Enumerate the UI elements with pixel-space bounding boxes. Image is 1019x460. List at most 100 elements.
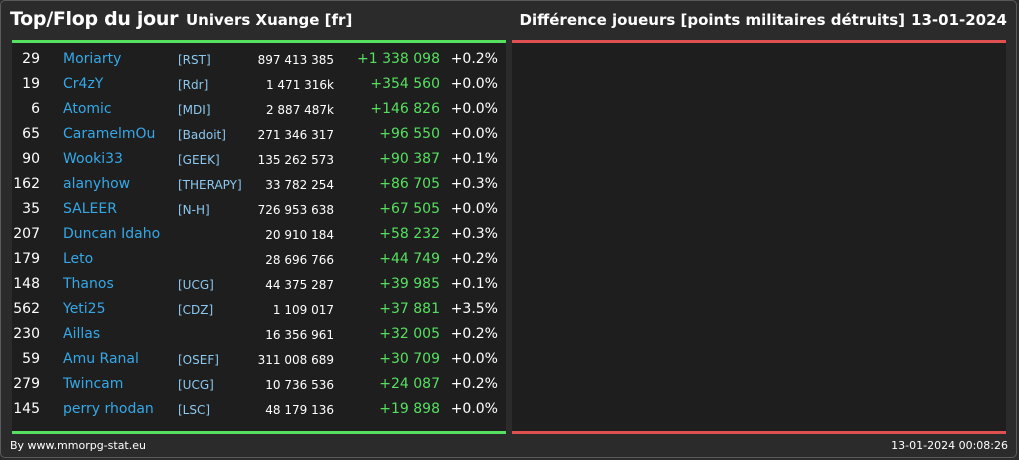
player-diff-percent: +0.0%	[450, 201, 498, 217]
top-player-list: 29 Moriarty [RST] 897 413 385 +1 338 098 +0.2…	[12, 47, 506, 422]
player-diff-percent: +0.1%	[450, 151, 498, 167]
player-points: 10 736 536	[265, 378, 334, 392]
player-points: 2 887 487k	[265, 103, 334, 117]
player-diff-percent: +0.2%	[450, 51, 498, 67]
table-row: 230 Aillas 16 356 961 +32 005 +0.2%	[12, 322, 506, 347]
player-rank: 6	[31, 101, 40, 117]
player-diff-percent: +0.0%	[450, 401, 498, 417]
top-panel-bottom-bar	[12, 431, 506, 434]
player-name-link[interactable]: Atomic	[63, 101, 112, 117]
player-rank: 562	[13, 301, 40, 317]
player-points: 33 782 254	[265, 178, 334, 192]
player-rank: 59	[22, 351, 40, 367]
table-row: 6 Atomic [MDI] 2 887 487k +146 826 +0.0%	[12, 97, 506, 122]
player-diff-percent: +0.2%	[450, 326, 498, 342]
player-rank: 207	[13, 226, 40, 242]
player-alliance[interactable]: [LSC]	[178, 403, 211, 417]
flop-panel-accent-bar	[512, 40, 1006, 43]
player-points: 48 179 136	[265, 403, 334, 417]
player-points: 1 109 017	[272, 303, 334, 317]
player-name-link[interactable]: Duncan Idaho	[63, 226, 161, 242]
player-diff-percent: +0.2%	[450, 376, 498, 392]
player-diff: +44 749	[379, 251, 440, 267]
player-diff-percent: +0.2%	[450, 251, 498, 267]
flop-panel	[512, 40, 1006, 434]
player-name-link[interactable]: Thanos	[63, 276, 114, 292]
player-rank: 65	[22, 126, 40, 142]
player-diff-percent: +0.0%	[450, 101, 498, 117]
metric-label: Différence joueurs [points militaires dé…	[519, 11, 905, 29]
player-diff-percent: +0.3%	[450, 176, 498, 192]
player-points: 44 375 287	[265, 278, 334, 292]
player-diff: +30 709	[379, 351, 440, 367]
player-alliance[interactable]: [MDI]	[178, 103, 211, 117]
footer-timestamp: 13-01-2024 00:08:26	[891, 439, 1008, 452]
player-rank: 279	[13, 376, 40, 392]
player-name-link[interactable]: Amu Ranal	[63, 351, 139, 367]
player-diff: +96 550	[379, 126, 440, 142]
player-rank: 19	[22, 76, 40, 92]
table-row: 162 alanyhow [THERAPY] 33 782 254 +86 705 +0.…	[12, 172, 506, 197]
player-name-link[interactable]: perry rhodan	[63, 401, 154, 417]
player-name-link[interactable]: SALEER	[63, 201, 117, 217]
player-alliance[interactable]: [GEEK]	[178, 153, 220, 167]
top-panel	[12, 40, 506, 434]
player-diff-percent: +3.5%	[450, 301, 498, 317]
player-alliance[interactable]: [UCG]	[178, 378, 214, 392]
player-name-link[interactable]: Wooki33	[63, 151, 123, 167]
player-name-link[interactable]: Moriarty	[63, 51, 122, 67]
player-rank: 29	[22, 51, 40, 67]
table-row: 65 CaramelmOu [Badoit] 271 346 317 +96 550 +0…	[12, 122, 506, 147]
player-name-link[interactable]: Cr4zY	[63, 76, 104, 92]
table-row: 19 Cr4zY [Rdr] 1 471 316k +354 560 +0.0%	[12, 72, 506, 97]
player-alliance[interactable]: [Rdr]	[178, 78, 209, 92]
player-alliance[interactable]: [CDZ]	[178, 303, 214, 317]
player-name-link[interactable]: Yeti25	[63, 301, 106, 317]
header: Top/Flop du jour Univers Xuange [fr] Dif…	[10, 8, 1009, 34]
player-alliance[interactable]: [Badoit]	[178, 128, 226, 142]
player-diff-percent: +0.0%	[450, 76, 498, 92]
player-rank: 35	[22, 201, 40, 217]
player-name-link[interactable]: Leto	[63, 251, 94, 267]
player-alliance[interactable]: [OSEF]	[178, 353, 219, 367]
player-points: 1 471 316k	[265, 78, 334, 92]
table-row: 148 Thanos [UCG] 44 375 287 +39 985 +0.1%	[12, 272, 506, 297]
player-diff: +37 881	[379, 301, 440, 317]
player-alliance[interactable]: [UCG]	[178, 278, 214, 292]
player-rank: 90	[22, 151, 40, 167]
universe-label: Univers Xuange [fr]	[186, 11, 353, 29]
player-diff: +1 338 098	[357, 51, 440, 67]
player-diff: +146 826	[370, 101, 440, 117]
player-diff: +19 898	[379, 401, 440, 417]
player-diff-percent: +0.0%	[450, 351, 498, 367]
table-row: 35 SALEER [N-H] 726 953 638 +67 505 +0.0%	[12, 197, 506, 222]
table-row: 29 Moriarty [RST] 897 413 385 +1 338 098 +0.2…	[12, 47, 506, 72]
player-points: 271 346 317	[257, 128, 334, 142]
table-row: 279 Twincam [UCG] 10 736 536 +24 087 +0.2%	[12, 372, 506, 397]
player-diff: +39 985	[379, 276, 440, 292]
player-name-link[interactable]: alanyhow	[63, 176, 131, 192]
player-diff: +24 087	[379, 376, 440, 392]
table-row: 179 Leto 28 696 766 +44 749 +0.2%	[12, 247, 506, 272]
player-rank: 162	[13, 176, 40, 192]
player-points: 16 356 961	[265, 328, 334, 342]
player-points: 135 262 573	[257, 153, 334, 167]
top-panel-accent-bar	[12, 40, 506, 43]
table-row: 90 Wooki33 [GEEK] 135 262 573 +90 387 +0.1%	[12, 147, 506, 172]
player-name-link[interactable]: Aillas	[63, 326, 101, 342]
player-name-link[interactable]: Twincam	[63, 376, 124, 392]
player-alliance[interactable]: [N-H]	[178, 203, 210, 217]
player-rank: 230	[13, 326, 40, 342]
player-diff-percent: +0.0%	[450, 126, 498, 142]
player-name-link[interactable]: CaramelmOu	[63, 126, 156, 142]
player-alliance[interactable]: [RST]	[178, 53, 211, 67]
player-diff: +58 232	[379, 226, 440, 242]
footer-credit: By www.mmorpg-stat.eu	[10, 439, 146, 452]
player-diff: +90 387	[379, 151, 440, 167]
table-row: 562 Yeti25 [CDZ] 1 109 017 +37 881 +3.5%	[12, 297, 506, 322]
table-row: 59 Amu Ranal [OSEF] 311 008 689 +30 709 +0.0%	[12, 347, 506, 372]
player-diff: +32 005	[379, 326, 440, 342]
player-points: 311 008 689	[257, 353, 334, 367]
player-alliance[interactable]: [THERAPY]	[178, 178, 242, 192]
